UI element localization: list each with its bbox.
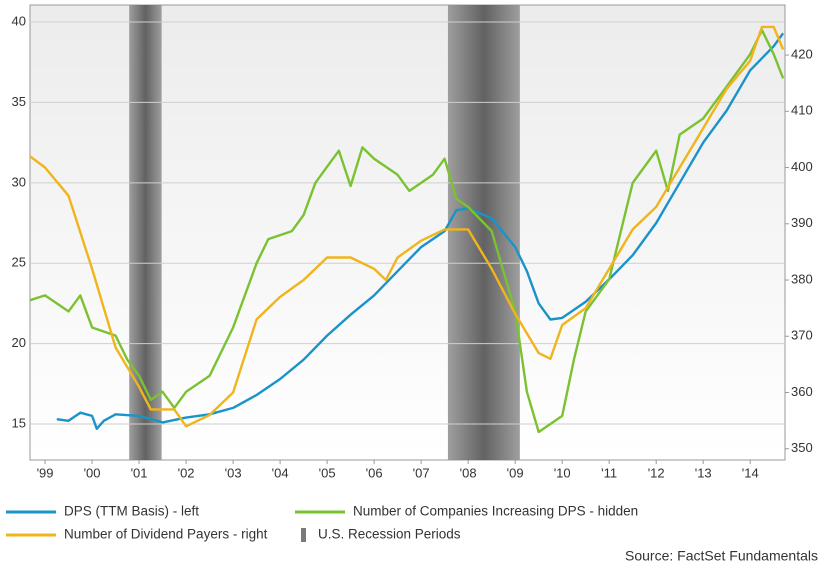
- y-tick-label: 35: [12, 94, 26, 109]
- x-tick-label: '05: [319, 465, 336, 480]
- x-tick-label: '99: [37, 465, 54, 480]
- x-tick-label: '14: [742, 465, 759, 480]
- x-tick-label: '03: [225, 465, 242, 480]
- x-tick-label: '00: [84, 465, 101, 480]
- x-tick-label: '12: [648, 465, 665, 480]
- legend-swatch: [301, 528, 306, 542]
- series-line: [56, 32, 785, 430]
- x-tick-label: '06: [366, 465, 383, 480]
- legend-label: Number of Companies Increasing DPS - hid…: [353, 504, 638, 519]
- x-tick-label: '07: [413, 465, 430, 480]
- legend-label: Number of Dividend Payers - right: [64, 527, 268, 542]
- y2-tick-label: 380: [791, 271, 813, 286]
- series-line: [29, 28, 785, 434]
- x-tick-label: '08: [460, 465, 477, 480]
- series-line: [29, 25, 785, 428]
- legend-label: DPS (TTM Basis) - left: [64, 504, 199, 519]
- y-tick-label: 25: [12, 255, 26, 270]
- x-tick-label: '13: [695, 465, 712, 480]
- y2-tick-label: 370: [791, 328, 813, 343]
- y-tick-label: 20: [12, 335, 26, 350]
- recession-band: [447, 5, 520, 460]
- recession-band: [129, 5, 162, 460]
- y-tick-label: 15: [12, 415, 26, 430]
- x-tick-label: '09: [507, 465, 524, 480]
- y-tick-label: 40: [12, 13, 26, 28]
- y2-tick-label: 360: [791, 384, 813, 399]
- y2-tick-label: 420: [791, 46, 813, 61]
- y2-tick-label: 400: [791, 159, 813, 174]
- y2-tick-label: 350: [791, 440, 813, 455]
- legend-label: U.S. Recession Periods: [318, 527, 461, 542]
- x-tick-label: '01: [131, 465, 148, 480]
- y-tick-label: 30: [12, 174, 26, 189]
- x-tick-label: '02: [178, 465, 195, 480]
- x-tick-label: '10: [554, 465, 571, 480]
- x-tick-label: '04: [272, 465, 289, 480]
- source: Source: FactSet Fundamentals: [625, 548, 818, 564]
- y2-tick-label: 390: [791, 215, 813, 230]
- y2-tick-label: 410: [791, 103, 813, 118]
- x-tick-label: '11: [601, 465, 617, 480]
